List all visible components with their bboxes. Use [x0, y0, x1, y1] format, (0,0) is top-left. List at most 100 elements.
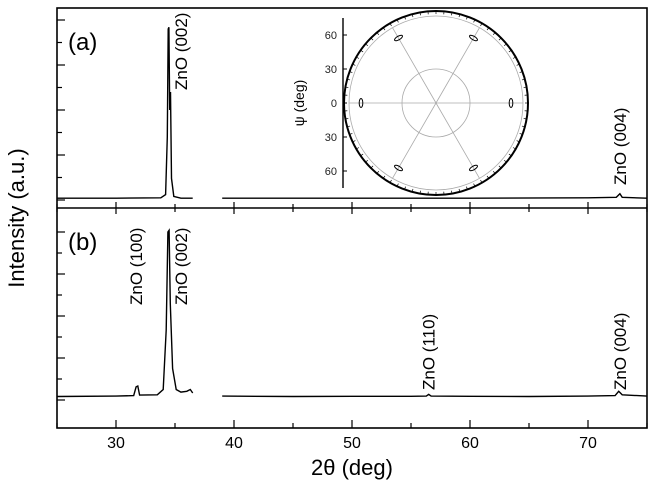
inset-spoke: [435, 27, 480, 104]
inset-ring-tick: [486, 27, 490, 31]
inset-ring-tick: [345, 118, 349, 120]
inset-ring-tick: [376, 170, 380, 174]
panel-a-label: (a): [68, 29, 97, 56]
inset-ring-tick: [356, 56, 360, 59]
inset-y-tick-label: 60: [325, 166, 337, 178]
inset-ring-tick: [516, 140, 520, 143]
inset-ring-tick: [389, 23, 392, 27]
inset-ring-tick: [458, 14, 461, 18]
inset-y-tick-label: 60: [325, 30, 337, 42]
inset-ring-tick: [419, 12, 421, 16]
inset-ring-tick: [370, 37, 374, 41]
panel-b-series-line: [56, 228, 648, 398]
panel-a-annotation: ZnO (004): [611, 108, 630, 185]
x-tick-label: 30: [107, 435, 125, 452]
inset-spoke: [435, 102, 480, 179]
inset-ring-tick: [356, 147, 360, 150]
inset-ring-tick: [396, 183, 399, 187]
inset-ring-tick: [486, 175, 490, 179]
inset-pole-spot: [358, 98, 364, 108]
plot-frame: [56, 7, 648, 429]
panel-b-annotation: ZnO (002): [172, 228, 191, 305]
panel-a-y-ticks: [57, 19, 65, 201]
panel-b-annotation: ZnO (004): [611, 313, 630, 390]
inset-ring-tick: [349, 133, 353, 135]
inset-ring-tick: [365, 43, 369, 47]
inset-ring-tick: [352, 63, 356, 66]
inset-pole-spot: [394, 34, 403, 42]
inset-ring-tick: [411, 188, 414, 192]
panel-b: (b) ZnO (100) ZnO (002) ZnO (110) ZnO (004): [56, 228, 648, 401]
inset-pole-spot: [394, 164, 403, 172]
inset-pole-spot: [469, 34, 478, 42]
inset-y-tick-label: 30: [325, 132, 337, 144]
inset-ring-tick: [349, 71, 353, 73]
inset-ring-tick: [512, 147, 516, 150]
inset-ring-tick: [521, 125, 525, 128]
inset-ring-tick: [382, 175, 386, 179]
inset-ring-tick: [345, 86, 349, 88]
inset-ring-tick: [508, 153, 512, 157]
inset-ring-tick: [480, 23, 483, 27]
inset-ring-tick: [419, 190, 421, 194]
pole-figure-inset: 60 30 0 30 60 ψ (deg): [291, 10, 529, 196]
inset-ring-tick: [521, 78, 525, 81]
inset-ring-tick: [352, 140, 356, 143]
inset-ring-tick: [360, 49, 364, 53]
inset-ring-tick: [519, 133, 523, 135]
inset-y-tick-label: 30: [325, 64, 337, 76]
x-tick-label: 50: [343, 435, 361, 452]
inset-ring-tick: [480, 179, 483, 183]
inset-ring-tick: [347, 78, 351, 81]
inset-ring-tick: [503, 43, 507, 47]
inset-ring-tick: [498, 37, 502, 41]
inset-ring-tick: [347, 125, 351, 128]
inset-ring-tick: [508, 49, 512, 53]
inset-ring-tick: [512, 56, 516, 59]
inset-ring-tick: [519, 71, 523, 73]
inset-spoke: [392, 27, 437, 104]
inset-ring-tick: [458, 188, 461, 192]
panel-a-series-line: [57, 26, 648, 199]
inset-ring-tick: [498, 165, 502, 169]
panel-a: (a) ZnO (002) ZnO (004) 60 30 0 30 60 ψ (deg): [57, 10, 648, 201]
inset-ring-tick: [389, 179, 392, 183]
inset-y-label: ψ (deg): [291, 80, 307, 127]
x-axis-ticks: 30 40 50 60 70: [56, 202, 648, 452]
y-axis-label: Intensity (a.u.): [4, 148, 29, 287]
inset-ring-tick: [492, 32, 496, 36]
panel-b-annotation: ZnO (110): [420, 314, 439, 390]
inset-ring-tick: [360, 153, 364, 157]
inset-ring-tick: [523, 86, 527, 88]
inset-ring-tick: [523, 118, 527, 120]
inset-ring-tick: [396, 19, 399, 23]
panel-a-annotation: ZnO (002): [172, 13, 191, 90]
inset-pole-spot: [508, 98, 514, 108]
panel-a-annotations: ZnO (002) ZnO (004): [172, 13, 630, 185]
panel-b-annotations: ZnO (100) ZnO (002) ZnO (110) ZnO (004): [127, 228, 630, 390]
inset-ring-tick: [382, 27, 386, 31]
inset-ring-tick: [473, 19, 476, 23]
inset-y-tick-label: 0: [331, 98, 337, 110]
inset-ring-tick: [451, 12, 453, 16]
panel-b-y-ticks: [57, 231, 65, 401]
inset-ring-tick: [376, 32, 380, 36]
panel-b-label: (b): [68, 229, 97, 256]
inset-ring-tick: [451, 190, 453, 194]
panel-b-annotation: ZnO (100): [127, 228, 146, 305]
inset-ring-tick: [492, 170, 496, 174]
inset-ring-tick: [473, 183, 476, 187]
inset-ring-tick: [404, 16, 406, 20]
inset-spoke: [392, 102, 437, 179]
inset-ring-tick: [466, 16, 468, 20]
x-tick-label: 40: [225, 435, 243, 452]
inset-ring-tick: [365, 159, 369, 163]
inset-pole-spot: [469, 164, 478, 172]
inset-ring-tick: [370, 165, 374, 169]
inset-ring-tick: [503, 159, 507, 163]
inset-ring-tick: [516, 63, 520, 66]
inset-ring-tick: [411, 14, 414, 18]
x-axis-label: 2θ (deg): [311, 455, 393, 480]
inset-ring-tick: [466, 186, 468, 190]
